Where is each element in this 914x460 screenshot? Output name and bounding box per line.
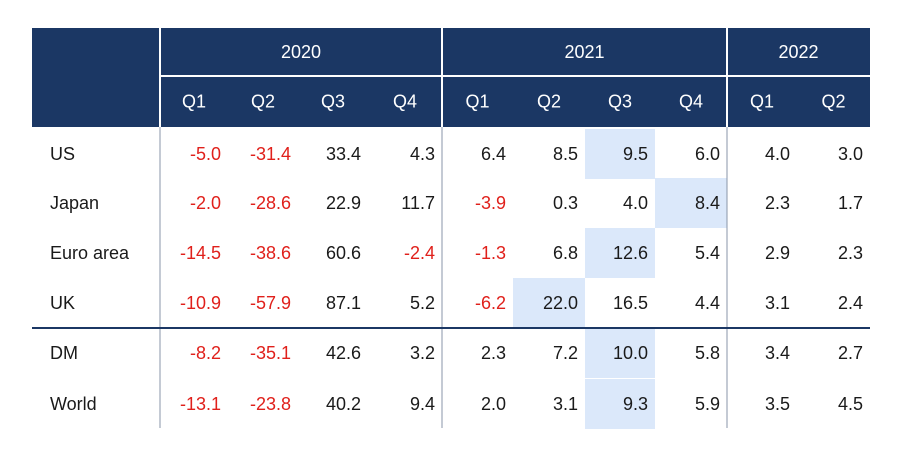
table-cell: 1.7	[838, 193, 863, 213]
highlight-cell	[655, 178, 727, 228]
quarter-header: Q1	[465, 92, 489, 112]
table-cell: -31.4	[250, 144, 291, 164]
highlight-cell	[513, 278, 585, 328]
table-cell: -6.2	[475, 293, 506, 313]
table-cell: 2.4	[838, 293, 863, 313]
year-header: 2020	[281, 42, 321, 62]
table-cell: 5.8	[695, 343, 720, 363]
table-cell: -57.9	[250, 293, 291, 313]
table-cell: 4.5	[838, 394, 863, 414]
highlight-cell	[585, 228, 655, 278]
table-cell: 8.4	[695, 193, 720, 213]
table-cell: 4.4	[695, 293, 720, 313]
table-cell: -23.8	[250, 394, 291, 414]
table-cell: -10.9	[180, 293, 221, 313]
table-cell: 6.0	[695, 144, 720, 164]
table-cell: 2.7	[838, 343, 863, 363]
quarter-header: Q4	[393, 92, 417, 112]
table-cell: 33.4	[326, 144, 361, 164]
highlight-cell	[585, 129, 655, 179]
table-cell: -5.0	[190, 144, 221, 164]
year-header: 2021	[564, 42, 604, 62]
table-cell: 22.0	[543, 293, 578, 313]
table-cell: 87.1	[326, 293, 361, 313]
table-cell: 11.7	[401, 193, 435, 213]
table-cell: -13.1	[180, 394, 221, 414]
table-cell: 3.0	[838, 144, 863, 164]
quarter-header: Q3	[608, 92, 632, 112]
quarter-header: Q2	[251, 92, 275, 112]
table-cell: 16.5	[613, 293, 648, 313]
table-cell: 9.5	[623, 144, 648, 164]
table-cell: -2.0	[190, 193, 221, 213]
table-cell: 6.4	[481, 144, 506, 164]
table-cell: 42.6	[326, 343, 361, 363]
table-cell: 60.6	[326, 243, 361, 263]
row-label: DM	[50, 343, 78, 363]
table-cell: -38.6	[250, 243, 291, 263]
quarter-header: Q4	[679, 92, 703, 112]
quarter-header: Q1	[182, 92, 206, 112]
table-cell: -3.9	[475, 193, 506, 213]
table-cell: 4.0	[765, 144, 790, 164]
table-cell: 3.4	[765, 343, 790, 363]
table-cell: 8.5	[553, 144, 578, 164]
table-cell: 3.5	[765, 394, 790, 414]
row-label: Euro area	[50, 243, 130, 263]
row-label: Japan	[50, 193, 99, 213]
table-cell: -1.3	[475, 243, 506, 263]
table-cell: 3.2	[410, 343, 435, 363]
table-cell: 0.3	[553, 193, 578, 213]
table-cell: 3.1	[765, 293, 790, 313]
table-cell: 2.3	[765, 193, 790, 213]
table-cell: 9.4	[410, 394, 435, 414]
table-cell: -8.2	[190, 343, 221, 363]
table-cell: -2.4	[404, 243, 435, 263]
table-cell: 9.3	[623, 394, 648, 414]
highlight-cell	[585, 379, 655, 429]
table-cell: 4.0	[623, 193, 648, 213]
row-label: US	[50, 144, 75, 164]
header-background	[32, 28, 870, 127]
table-cell: 2.9	[765, 243, 790, 263]
table-cell: 2.3	[481, 343, 506, 363]
row-label: UK	[50, 293, 75, 313]
table-cell: 2.3	[838, 243, 863, 263]
table-cell: 12.6	[613, 243, 648, 263]
table-cell: 7.2	[553, 343, 578, 363]
table-cell: 10.0	[613, 343, 648, 363]
highlight-cell	[585, 328, 655, 378]
row-label: World	[50, 394, 97, 414]
table-cell: -35.1	[250, 343, 291, 363]
table-cell: 2.0	[481, 394, 506, 414]
quarter-header: Q3	[321, 92, 345, 112]
table-cell: -14.5	[180, 243, 221, 263]
year-header: 2022	[778, 42, 818, 62]
table-cell: 40.2	[326, 394, 361, 414]
table-cell: 5.2	[410, 293, 435, 313]
table-cell: 5.9	[695, 394, 720, 414]
quarter-header: Q1	[750, 92, 774, 112]
table-cell: -28.6	[250, 193, 291, 213]
table-cell: 5.4	[695, 243, 720, 263]
table-cell: 4.3	[410, 144, 435, 164]
quarter-header: Q2	[821, 92, 845, 112]
table-cell: 6.8	[553, 243, 578, 263]
quarter-header: Q2	[537, 92, 561, 112]
table-cell: 22.9	[326, 193, 361, 213]
table-cell: 3.1	[553, 394, 578, 414]
